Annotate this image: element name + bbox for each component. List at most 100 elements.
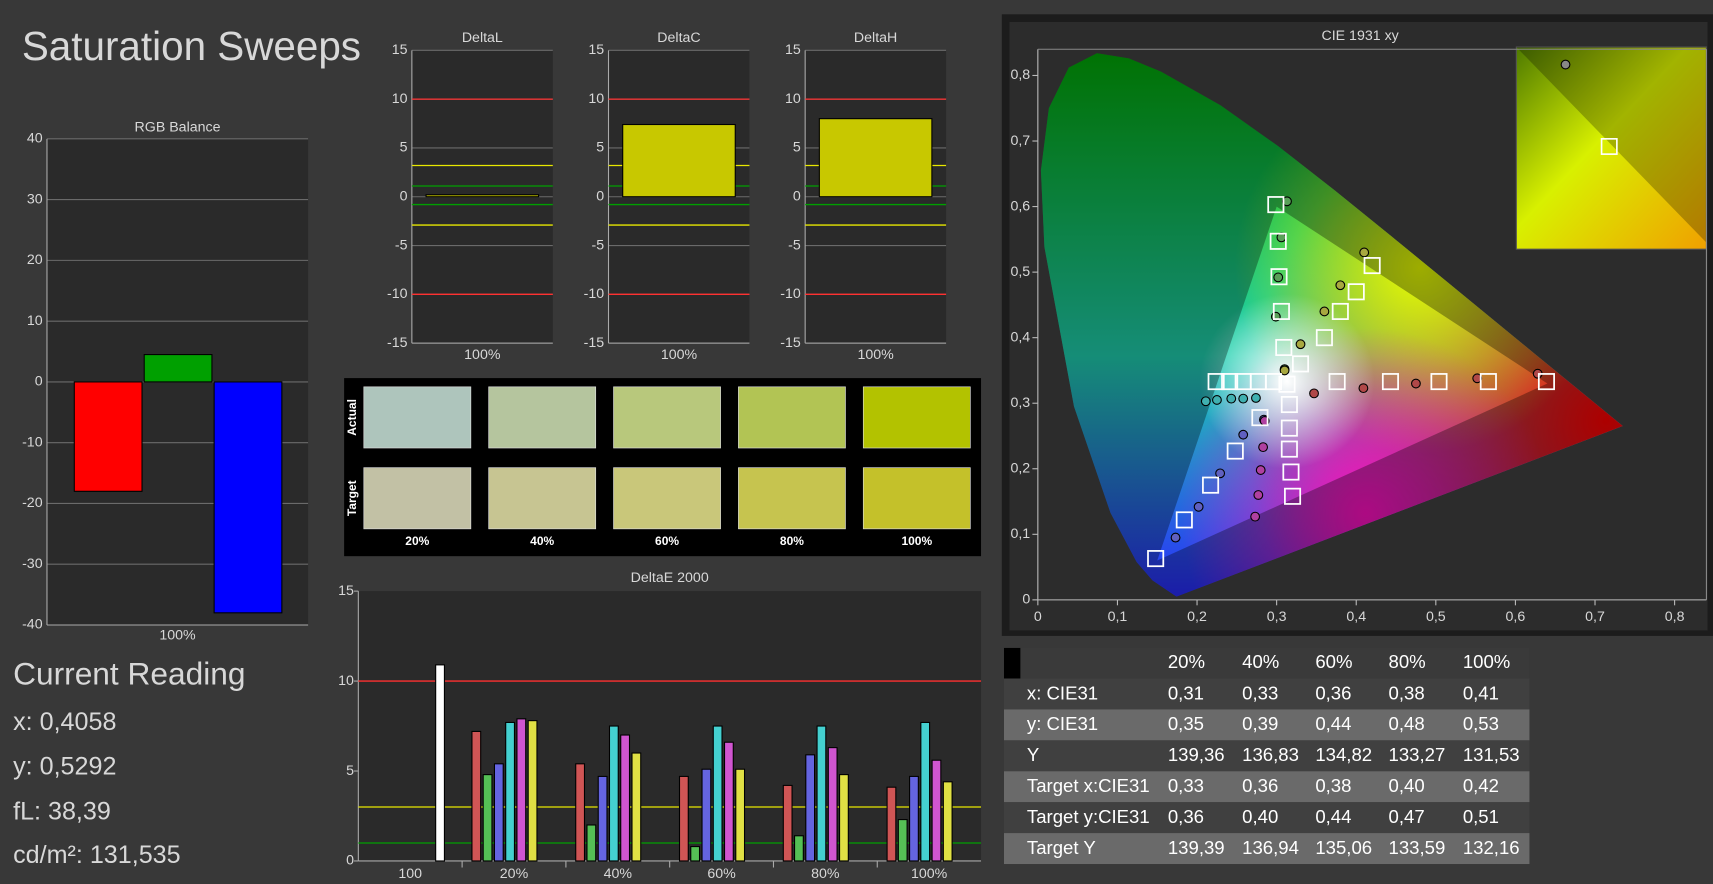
x-tick-label: 100	[398, 866, 422, 882]
swatch-row-label: Target	[345, 480, 359, 516]
table-cell: 0,35	[1168, 713, 1204, 734]
y-tick-label: 5	[596, 140, 604, 156]
measured-point	[1279, 365, 1290, 376]
swatch-row-label: Actual	[345, 399, 359, 436]
y-tick-label: 0,4	[1010, 329, 1030, 345]
y-tick-label: 10	[338, 673, 354, 689]
target-point	[1280, 419, 1298, 437]
y-tick-label: 0	[596, 188, 604, 204]
y-tick-label: 5	[346, 763, 354, 779]
target-point	[1331, 302, 1349, 320]
table-cell: 0,44	[1315, 713, 1351, 734]
measured-point	[1255, 465, 1266, 475]
target-point	[1537, 373, 1555, 391]
table-cell: 0,36	[1242, 775, 1278, 796]
table-cell: 0,41	[1463, 682, 1499, 703]
target-point	[1267, 196, 1285, 214]
zoom-inset	[1515, 46, 1707, 250]
swatch-label: 20%	[405, 534, 429, 548]
measured-point	[1238, 429, 1249, 440]
bar	[942, 781, 953, 862]
table-cell: 131,53	[1463, 744, 1520, 765]
bar	[723, 741, 734, 862]
y-tick-label: 10	[785, 91, 801, 107]
y-tick-label: 40	[27, 131, 43, 147]
table-header: 60%	[1315, 651, 1352, 672]
x-tick-label: 0,4	[1346, 609, 1366, 625]
swatch-actual	[862, 386, 971, 449]
target-point	[1275, 338, 1293, 357]
table-cell: 0,38	[1315, 775, 1351, 796]
swatch-target	[613, 467, 721, 530]
y-tick-label: 15	[392, 42, 408, 58]
x-tick-label: 0,7	[1585, 609, 1605, 625]
bar	[818, 118, 933, 198]
table-header: 80%	[1389, 651, 1426, 672]
target-point	[1207, 373, 1225, 391]
table-header-marker	[1003, 647, 1021, 679]
y-tick-label: 15	[338, 583, 354, 599]
bar	[516, 718, 527, 862]
bar	[886, 786, 897, 862]
swatch-label: 60%	[655, 534, 679, 548]
swatch-actual	[363, 386, 472, 449]
bar	[527, 720, 538, 862]
table-cell: 0,40	[1242, 806, 1278, 827]
reading-line: y: 0,5292	[13, 753, 116, 781]
table-row-label: Y	[1027, 744, 1039, 765]
y-tick-label: 15	[785, 42, 801, 58]
y-tick-label: -10	[584, 286, 605, 302]
y-tick-label: -5	[592, 237, 605, 253]
measured-point	[1170, 532, 1181, 543]
table-cell: 136,94	[1242, 837, 1299, 858]
bar	[586, 824, 597, 862]
measured-point	[1319, 306, 1330, 317]
y-tick-label: 0,5	[1010, 264, 1030, 280]
bar	[435, 664, 445, 862]
reading-line: cd/m²: 131,535	[13, 841, 181, 869]
measured-point	[1200, 396, 1211, 407]
table-cell: 139,39	[1168, 837, 1225, 858]
y-tick-label: -30	[22, 556, 43, 572]
chart-title: DeltaH	[854, 30, 897, 46]
table-row-bg	[1003, 709, 1530, 741]
x-tick-label: 0,5	[1426, 609, 1446, 625]
target-point	[1234, 373, 1252, 391]
bar	[493, 763, 504, 862]
x-tick-label: 0,1	[1108, 609, 1128, 625]
target-point	[1251, 409, 1269, 427]
bar	[425, 194, 540, 198]
x-tick-label: 60%	[707, 866, 736, 882]
target-point	[1278, 375, 1296, 393]
table-cell: 0,48	[1389, 713, 1425, 734]
table-cell: 0,38	[1389, 682, 1425, 703]
y-tick-label: 10	[27, 313, 43, 329]
table-header: 20%	[1168, 651, 1205, 672]
table-row-bg	[1003, 678, 1530, 710]
chart-title: DeltaE 2000	[631, 570, 709, 586]
y-tick-label: -5	[788, 237, 801, 253]
y-tick-label: -40	[22, 617, 43, 633]
swatch-target	[488, 467, 597, 530]
measured-point	[1411, 378, 1421, 389]
y-tick-label: -15	[387, 335, 408, 351]
bar	[735, 768, 746, 862]
measured-point	[1335, 280, 1346, 291]
measured-point	[1253, 490, 1264, 500]
x-tick-label: 100%	[464, 347, 501, 363]
table-cell: 0,33	[1242, 682, 1278, 703]
measured-point	[1251, 393, 1261, 403]
x-tick-label: 40%	[604, 866, 633, 882]
y-tick-label: 0	[793, 188, 801, 204]
table-cell: 0,51	[1463, 806, 1499, 827]
bar	[143, 354, 213, 383]
table-cell: 139,36	[1168, 744, 1225, 765]
measured-point	[1282, 196, 1292, 207]
table-cell: 133,27	[1389, 744, 1446, 765]
table-cell: 132,16	[1463, 837, 1520, 858]
target-point	[1284, 487, 1302, 505]
y-tick-label: 0,6	[1010, 198, 1030, 214]
table-cell: 136,83	[1242, 744, 1299, 765]
x-tick-label: 0	[1034, 609, 1042, 625]
swatch-target	[862, 467, 971, 530]
